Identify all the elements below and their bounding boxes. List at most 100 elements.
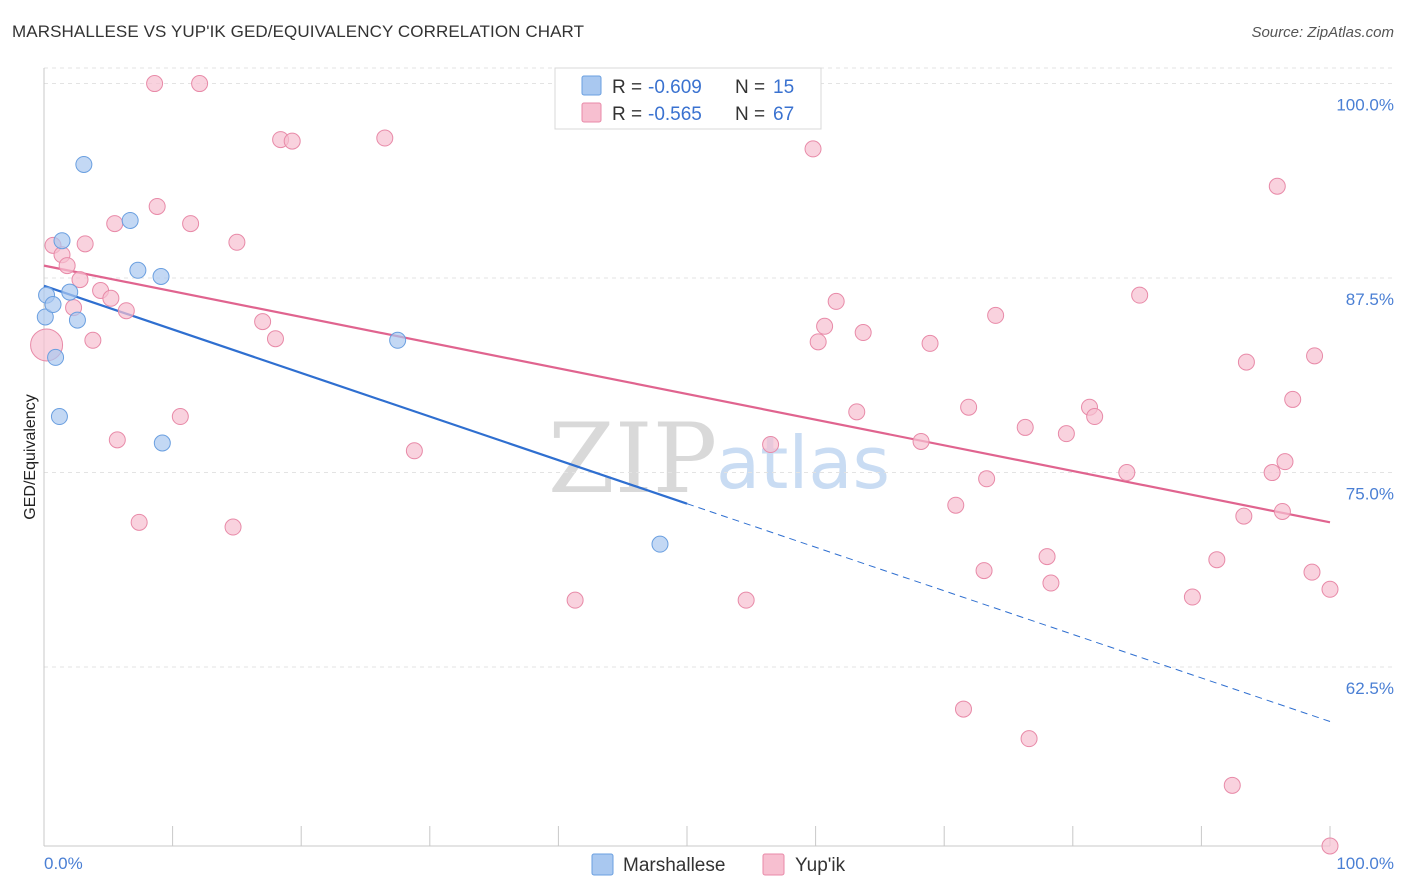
point-yupik	[1276, 453, 1294, 471]
point-yupik	[146, 75, 164, 93]
point-yupik	[182, 215, 200, 233]
point-marshallese	[389, 331, 407, 349]
y-tick-label: 75.0%	[1346, 485, 1394, 504]
legend-r-label-yupik: R =	[612, 104, 642, 125]
series-legend-label-yupik: Yup'ik	[795, 855, 846, 876]
point-yupik	[254, 313, 272, 331]
trend-line-marshallese-extrapolated	[686, 503, 1331, 722]
y-tick-labels: 62.5% 75.0% 87.5% 100.0%	[1336, 96, 1394, 699]
legend-n-label-yupik: N =	[735, 104, 765, 125]
legend-n-value-yupik: 67	[773, 104, 794, 125]
chart-title: MARSHALLESE VS YUP'IK GED/EQUIVALENCY CO…	[12, 22, 585, 41]
point-marshallese	[61, 283, 79, 301]
legend-n-value-marshallese: 15	[773, 77, 794, 98]
watermark: ZIP atlas	[548, 403, 890, 515]
point-yupik	[148, 197, 166, 215]
point-marshallese	[651, 535, 669, 553]
point-marshallese	[75, 155, 93, 173]
point-yupik	[1223, 776, 1241, 794]
point-yupik	[1086, 408, 1104, 426]
point-marshallese	[121, 211, 139, 229]
point-yupik	[1263, 464, 1281, 482]
point-yupik	[71, 271, 89, 289]
point-yupik	[809, 333, 827, 351]
point-marshallese	[53, 232, 71, 250]
legend-n-label-marshallese: N =	[735, 77, 765, 98]
point-yupik	[954, 700, 972, 718]
point-yupik	[921, 334, 939, 352]
watermark-atlas: atlas	[716, 421, 890, 505]
point-yupik	[1057, 425, 1075, 443]
point-yupik	[76, 235, 94, 253]
point-yupik	[1131, 286, 1149, 304]
point-yupik	[283, 132, 301, 150]
point-marshallese	[44, 296, 62, 314]
point-marshallese	[68, 311, 86, 329]
point-yupik	[1237, 353, 1255, 371]
y-tick-label: 87.5%	[1346, 290, 1394, 309]
trend-line-yupik	[43, 264, 1331, 524]
point-yupik	[1235, 507, 1253, 525]
point-yupik	[1208, 551, 1226, 569]
point-yupik	[130, 513, 148, 531]
point-yupik	[1284, 390, 1302, 408]
x-ticks	[43, 826, 1331, 846]
point-yupik	[854, 324, 872, 342]
point-yupik	[58, 257, 76, 275]
point-marshallese	[152, 268, 170, 286]
point-yupik	[1306, 347, 1324, 365]
point-yupik	[737, 591, 755, 609]
point-yupik	[1268, 177, 1286, 195]
watermark-zip: ZIP	[548, 403, 717, 515]
y-tick-label: 62.5%	[1346, 679, 1394, 698]
y-axis-title: GED/Equivalency	[22, 394, 39, 519]
point-yupik	[1016, 418, 1034, 436]
point-yupik	[171, 408, 189, 426]
point-marshallese	[50, 408, 68, 426]
point-yupik	[117, 302, 135, 320]
point-yupik	[960, 398, 978, 416]
y-tick-label: 100.0%	[1336, 96, 1394, 115]
point-yupik	[228, 233, 246, 251]
point-yupik	[1038, 548, 1056, 566]
stats-legend: R = -0.609 N = 15 R = -0.565 N = 67	[554, 67, 822, 130]
point-yupik	[1118, 464, 1136, 482]
data-points	[30, 75, 1339, 855]
point-yupik	[848, 403, 866, 421]
point-yupik	[108, 431, 126, 449]
grid-lines	[44, 67, 1394, 668]
point-marshallese	[129, 261, 147, 279]
point-yupik	[762, 436, 780, 454]
point-yupik	[1020, 730, 1038, 748]
point-yupik	[947, 496, 965, 514]
source-label: Source: ZipAtlas.com	[1251, 24, 1394, 41]
point-yupik	[978, 470, 996, 488]
point-yupik	[827, 292, 845, 310]
series-legend-swatch-marshallese	[591, 853, 614, 876]
point-yupik	[566, 591, 584, 609]
trend-lines	[43, 264, 1331, 722]
legend-r-label-marshallese: R =	[612, 77, 642, 98]
point-yupik	[266, 330, 284, 348]
point-yupik	[987, 306, 1005, 324]
trend-line-marshallese	[43, 284, 688, 505]
legend-swatch-yupik	[581, 102, 602, 123]
series-legend-swatch-yupik	[762, 853, 785, 876]
point-yupik	[405, 442, 423, 460]
point-marshallese	[36, 308, 54, 326]
point-yupik	[106, 215, 124, 233]
point-yupik	[1042, 574, 1060, 592]
point-yupik	[84, 331, 102, 349]
series-legend-label-marshallese: Marshallese	[623, 855, 725, 876]
series-legend: Marshallese Yup'ik	[591, 853, 846, 876]
point-yupik	[1303, 563, 1321, 581]
point-yupik	[102, 289, 120, 307]
point-yupik	[912, 432, 930, 450]
x-tick-label-max: 100.0%	[1336, 854, 1394, 873]
x-tick-label-min: 0.0%	[44, 854, 83, 873]
point-yupik	[1321, 837, 1339, 855]
legend-swatch-marshallese	[581, 75, 602, 96]
legend-r-value-yupik: -0.565	[648, 104, 702, 125]
point-yupik	[191, 75, 209, 93]
